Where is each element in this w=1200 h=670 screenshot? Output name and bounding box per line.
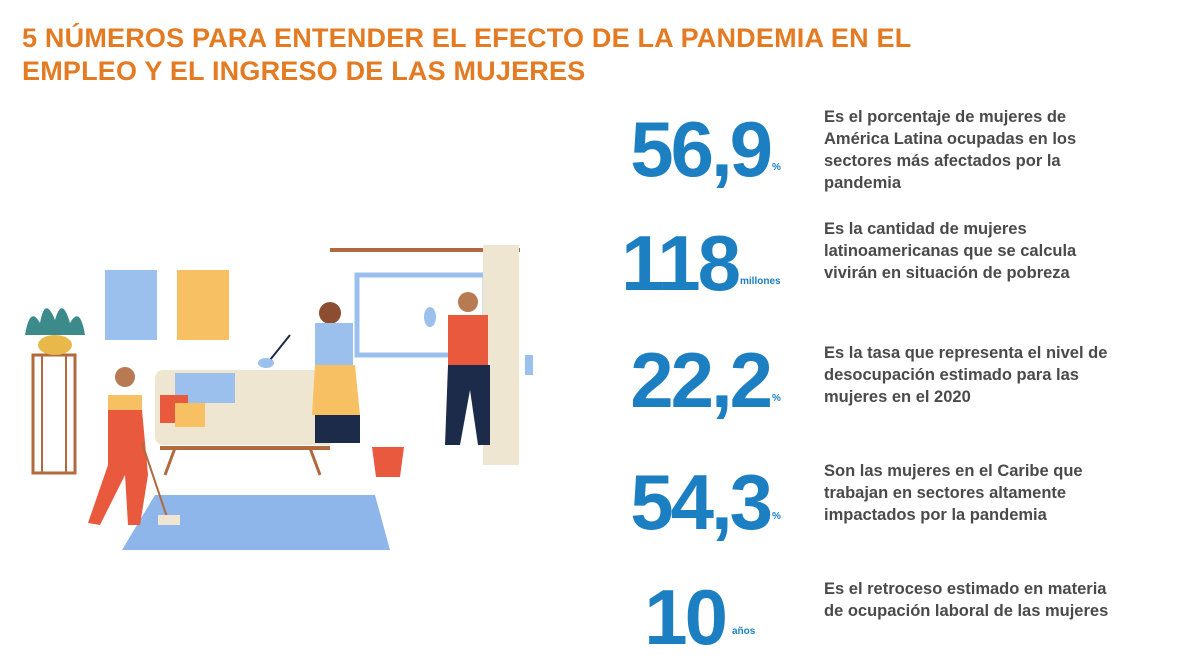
stat-item: 54,3 % Son las mujeres en el Caribe que … xyxy=(600,455,1200,555)
plant-icon xyxy=(25,308,85,335)
window-icon xyxy=(354,272,488,358)
stat-item: 22,2 % Es la tasa que representa el nive… xyxy=(600,335,1200,435)
stat-value: 22,2 xyxy=(630,336,773,424)
stat-description: Es el porcentaje de mujeres de América L… xyxy=(824,108,1077,192)
stat-item: 10 años Es el retroceso estimado en mate… xyxy=(600,570,1200,670)
stat-description: Es la cantidad de mujeres latinoamerican… xyxy=(824,220,1077,282)
stat-description: Es la tasa que representa el nivel de de… xyxy=(824,344,1108,406)
stat-value: 56,9 xyxy=(630,105,773,193)
stat-description: Son las mujeres en el Caribe que trabaja… xyxy=(824,462,1083,524)
woman-wiping xyxy=(448,315,488,365)
cleaning-illustration xyxy=(25,245,533,550)
stat-unit: años xyxy=(732,626,756,637)
stat-item: 56,9 % Es el porcentaje de mujeres de Am… xyxy=(600,100,1200,200)
stat-unit: % xyxy=(772,162,781,173)
page-title: 5 NÚMEROS PARA ENTENDER EL EFECTO DE LA … xyxy=(22,23,911,86)
stat-value: 10 xyxy=(644,573,728,661)
stat-value: 118 xyxy=(621,219,741,307)
rug-icon xyxy=(122,495,390,550)
frame-blue xyxy=(105,270,157,340)
stat-description: Es el retroceso estimado en materia de o… xyxy=(824,580,1109,620)
bucket-icon xyxy=(372,447,404,477)
woman-dusting xyxy=(312,365,360,415)
woman-sweeping xyxy=(88,410,148,525)
stat-unit: millones xyxy=(740,276,781,287)
stat-unit: % xyxy=(772,511,781,522)
frame-yellow xyxy=(177,270,229,340)
stat-item: 118 millones Es la cantidad de mujeres l… xyxy=(600,220,1200,320)
stat-value: 54,3 xyxy=(630,458,773,546)
stat-unit: % xyxy=(772,393,781,404)
